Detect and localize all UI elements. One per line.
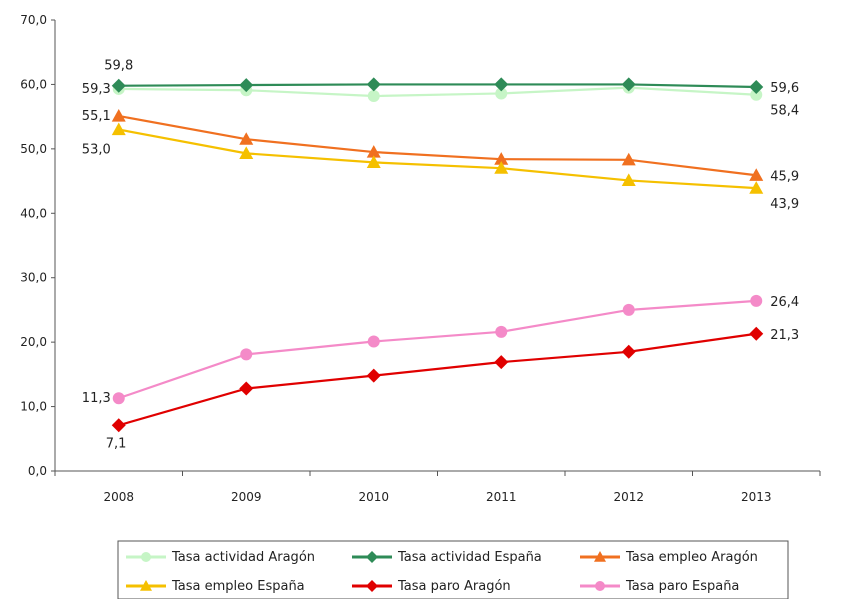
legend-label: Tasa empleo España [171, 579, 305, 594]
data-point [622, 303, 635, 316]
data-label: 59,6 [770, 81, 799, 96]
data-label: 43,9 [770, 197, 799, 212]
legend-label: Tasa paro España [625, 579, 739, 594]
data-point [495, 325, 508, 338]
data-point [367, 90, 380, 103]
data-point [749, 181, 764, 194]
y-tick-label: 40,0 [20, 206, 47, 220]
y-tick-label: 70,0 [20, 13, 47, 27]
y-tick-label: 30,0 [20, 271, 47, 285]
data-point [111, 122, 126, 136]
data-label: 7,1 [106, 436, 127, 451]
legend-swatch-marker [366, 580, 378, 592]
data-point [239, 146, 254, 159]
data-label: 26,4 [770, 295, 799, 310]
y-tick-label: 0,0 [28, 464, 47, 478]
y-tick-label: 50,0 [20, 142, 47, 156]
data-point [366, 155, 381, 168]
data-point [112, 392, 125, 405]
data-point [240, 348, 253, 361]
data-point [367, 335, 380, 348]
data-point [239, 132, 254, 145]
legend-label: Tasa actividad España [397, 550, 542, 565]
data-point [111, 418, 126, 433]
data-point [495, 87, 508, 100]
data-label: 21,3 [770, 328, 799, 343]
data-point [239, 78, 254, 93]
y-tick-label: 60,0 [20, 77, 47, 91]
data-point [494, 355, 509, 370]
data-point [621, 77, 636, 92]
data-label: 59,8 [104, 59, 133, 74]
legend-swatch-marker [140, 580, 152, 591]
data-point [239, 381, 254, 396]
data-point [749, 80, 764, 95]
y-tick-label: 10,0 [20, 400, 47, 414]
series-line [118, 299, 757, 400]
y-tick-label: 20,0 [20, 335, 47, 349]
series-line [118, 128, 757, 190]
data-point [494, 152, 509, 165]
legend-swatch-marker [141, 552, 151, 562]
x-tick-label: 2008 [103, 490, 134, 504]
x-tick-label: 2012 [613, 490, 644, 504]
x-tick-label: 2009 [231, 490, 262, 504]
data-point [494, 77, 509, 92]
data-point [366, 145, 381, 158]
legend-label: Tasa empleo Aragón [625, 550, 758, 565]
data-point [621, 344, 636, 359]
data-point [111, 78, 126, 93]
data-label: 55,1 [82, 109, 111, 124]
legend-swatch-marker [594, 551, 606, 562]
x-tick-label: 2010 [358, 490, 389, 504]
data-label: 53,0 [82, 143, 111, 158]
legend-swatch-marker [366, 551, 378, 563]
data-point [621, 152, 636, 166]
data-label: 11,3 [82, 391, 111, 406]
data-point [621, 173, 636, 187]
data-point [750, 88, 763, 101]
data-label: 59,3 [82, 82, 111, 97]
x-tick-label: 2013 [741, 490, 772, 504]
data-point [749, 168, 764, 181]
series-line [118, 332, 757, 427]
legend-box [117, 540, 789, 600]
data-point [750, 294, 763, 307]
data-label: 45,9 [770, 169, 799, 184]
data-point [111, 108, 126, 122]
series-line [118, 114, 757, 177]
legend-label: Tasa paro Aragón [397, 579, 511, 594]
legend-label: Tasa actividad Aragón [171, 550, 315, 565]
data-point [366, 77, 381, 92]
data-point [749, 326, 764, 341]
legend-swatch-marker [595, 581, 605, 591]
data-point [494, 161, 509, 174]
data-point [366, 368, 381, 383]
series-line [118, 83, 757, 89]
data-label: 58,4 [770, 104, 799, 119]
series-line [118, 86, 757, 98]
x-tick-label: 2011 [486, 490, 517, 504]
